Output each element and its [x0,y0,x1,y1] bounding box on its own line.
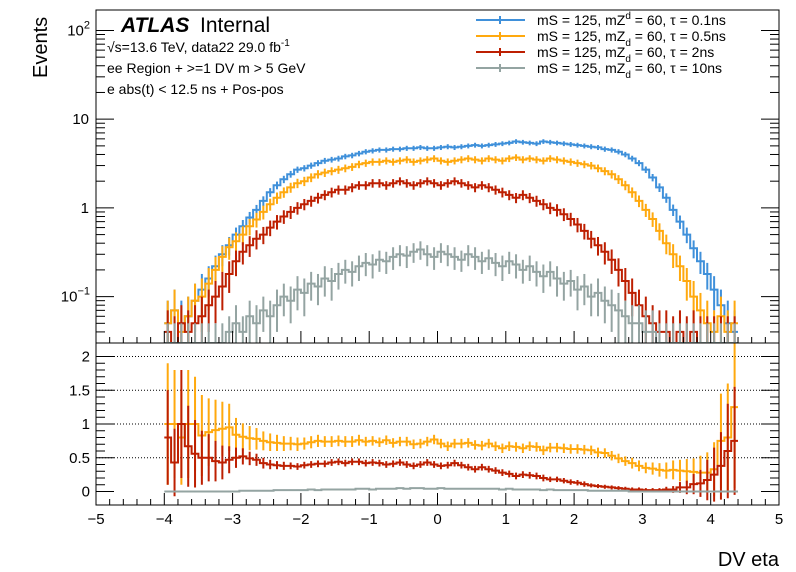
legend-label: mS = 125, mZd = 60, τ = 0.1ns [537,11,726,28]
y-tick-label: 1 [81,200,89,217]
legend-label: mS = 125, mZd = 60, τ = 0.5ns [537,28,726,49]
ratio-series-tau=0.5ns / tau=0.1ns [164,343,738,497]
ratio-y-tick-label: 2 [82,349,90,366]
top-step-line [164,156,738,333]
x-tick-label: −1 [361,511,378,528]
top-series-tau=10ns [164,241,738,343]
top-step-line [164,180,738,343]
y-tick-label: 10 [72,111,89,128]
ratio-y-tick-label: 1 [82,416,90,433]
x-tick-label: −5 [87,511,104,528]
y-tick-label: 10−1 [61,286,90,306]
x-tick-label: −2 [292,511,309,528]
top-step-line [164,140,738,333]
x-tick-label: 2 [570,511,578,528]
x-tick-label: 4 [707,511,715,528]
top-series-tau=2ns [164,177,738,343]
x-tick-label: 0 [433,511,441,528]
legend-entry: mS = 125, mZd = 60, τ = 0.5ns [476,28,726,49]
legend-label: mS = 125, mZd = 60, τ = 2ns [537,44,714,65]
x-tick-label: 3 [638,511,646,528]
internal-label: Internal [200,14,270,37]
region-label: ee Region + >=1 DV m > 5 GeV [107,60,306,76]
x-axis-title: DV eta [718,549,780,571]
legend-entry: mS = 125, mZd = 60, τ = 2ns [476,44,714,65]
ratio-panel-histograms [164,343,738,502]
cut-label: e abs(t) < 12.5 ns + Pos-pos [107,81,284,97]
legend-label: mS = 125, mZd = 60, τ = 10ns [537,60,722,81]
y-axis-title: Events [30,17,52,78]
x-tick-label: 1 [502,511,510,528]
ratio-y-tick-label: 0.5 [69,450,90,467]
x-tick-label: −3 [224,511,241,528]
top-step-line [164,248,738,343]
ratio-y-axis-ticks: 0 0.5 1 1.5 2 [69,349,779,501]
atlas-label: ATLAS [120,14,189,37]
energy-lumi-label: √s=13.6 TeV, data22 29.0 fb-1 [107,38,290,55]
legend-entry: mS = 125, mZd = 60, τ = 0.1ns [476,11,726,28]
legend-entry: mS = 125, mZd = 60, τ = 10ns [476,60,722,81]
x-axis-ticks: −5 −4 −3 −2 −1 0 1 2 3 4 5 [87,331,783,528]
x-tick-label: −4 [156,511,173,528]
top-y-axis-ticks: 10−1 1 10 102 [61,19,779,344]
ratio-series-tau=2ns / tau=0.1ns [164,370,738,502]
ratio-y-tick-label: 0 [82,484,90,501]
ratio-y-tick-label: 1.5 [69,382,90,399]
y-tick-label: 102 [67,19,90,39]
top-panel-histograms [164,139,738,343]
ratio-step-line [164,487,738,493]
x-tick-label: 5 [775,511,783,528]
ratio-series-tau=10ns / tau=0.1ns [164,487,738,493]
